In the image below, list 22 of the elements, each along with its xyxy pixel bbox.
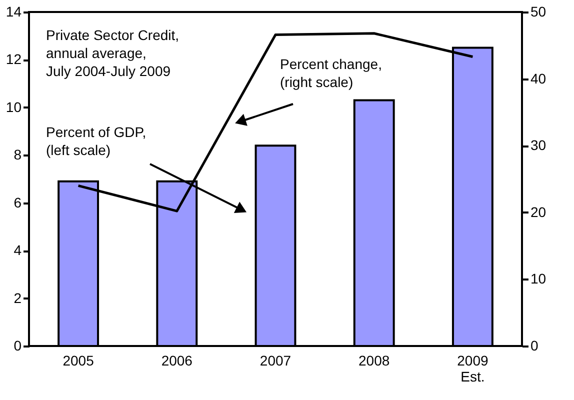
y2-tick-label: 40 xyxy=(530,70,546,86)
x-tick-label: 2008 xyxy=(358,352,390,368)
y-tick-label: 2 xyxy=(14,290,22,306)
y-tick-label: 0 xyxy=(14,338,22,354)
y-tick-label: 10 xyxy=(6,98,22,115)
y-tick-label: 4 xyxy=(14,242,22,258)
x-tick-label: 2009 Est. xyxy=(457,352,488,384)
y-tick-label: 12 xyxy=(6,51,22,68)
y2-tick-label: 50 xyxy=(530,4,546,20)
y2-tick-label: 20 xyxy=(530,204,546,220)
x-tick-label: 2006 xyxy=(161,352,193,368)
y2-tick-label: 10 xyxy=(530,270,546,287)
annotation: Percent change, (right scale) xyxy=(280,56,382,90)
annotation: Percent of GDP, (left scale) xyxy=(46,124,146,158)
x-tick-label: 2005 xyxy=(62,352,94,368)
y2-tick-label: 30 xyxy=(530,137,546,154)
y-tick-label: 6 xyxy=(14,194,22,210)
annotation: Private Sector Credit, annual average, July 2004-July 2009 xyxy=(46,27,180,79)
y-tick-label: 14 xyxy=(6,4,22,20)
y2-tick-label: 0 xyxy=(530,338,538,354)
x-tick-label: 2007 xyxy=(260,352,292,368)
y-tick-label: 8 xyxy=(14,146,22,163)
